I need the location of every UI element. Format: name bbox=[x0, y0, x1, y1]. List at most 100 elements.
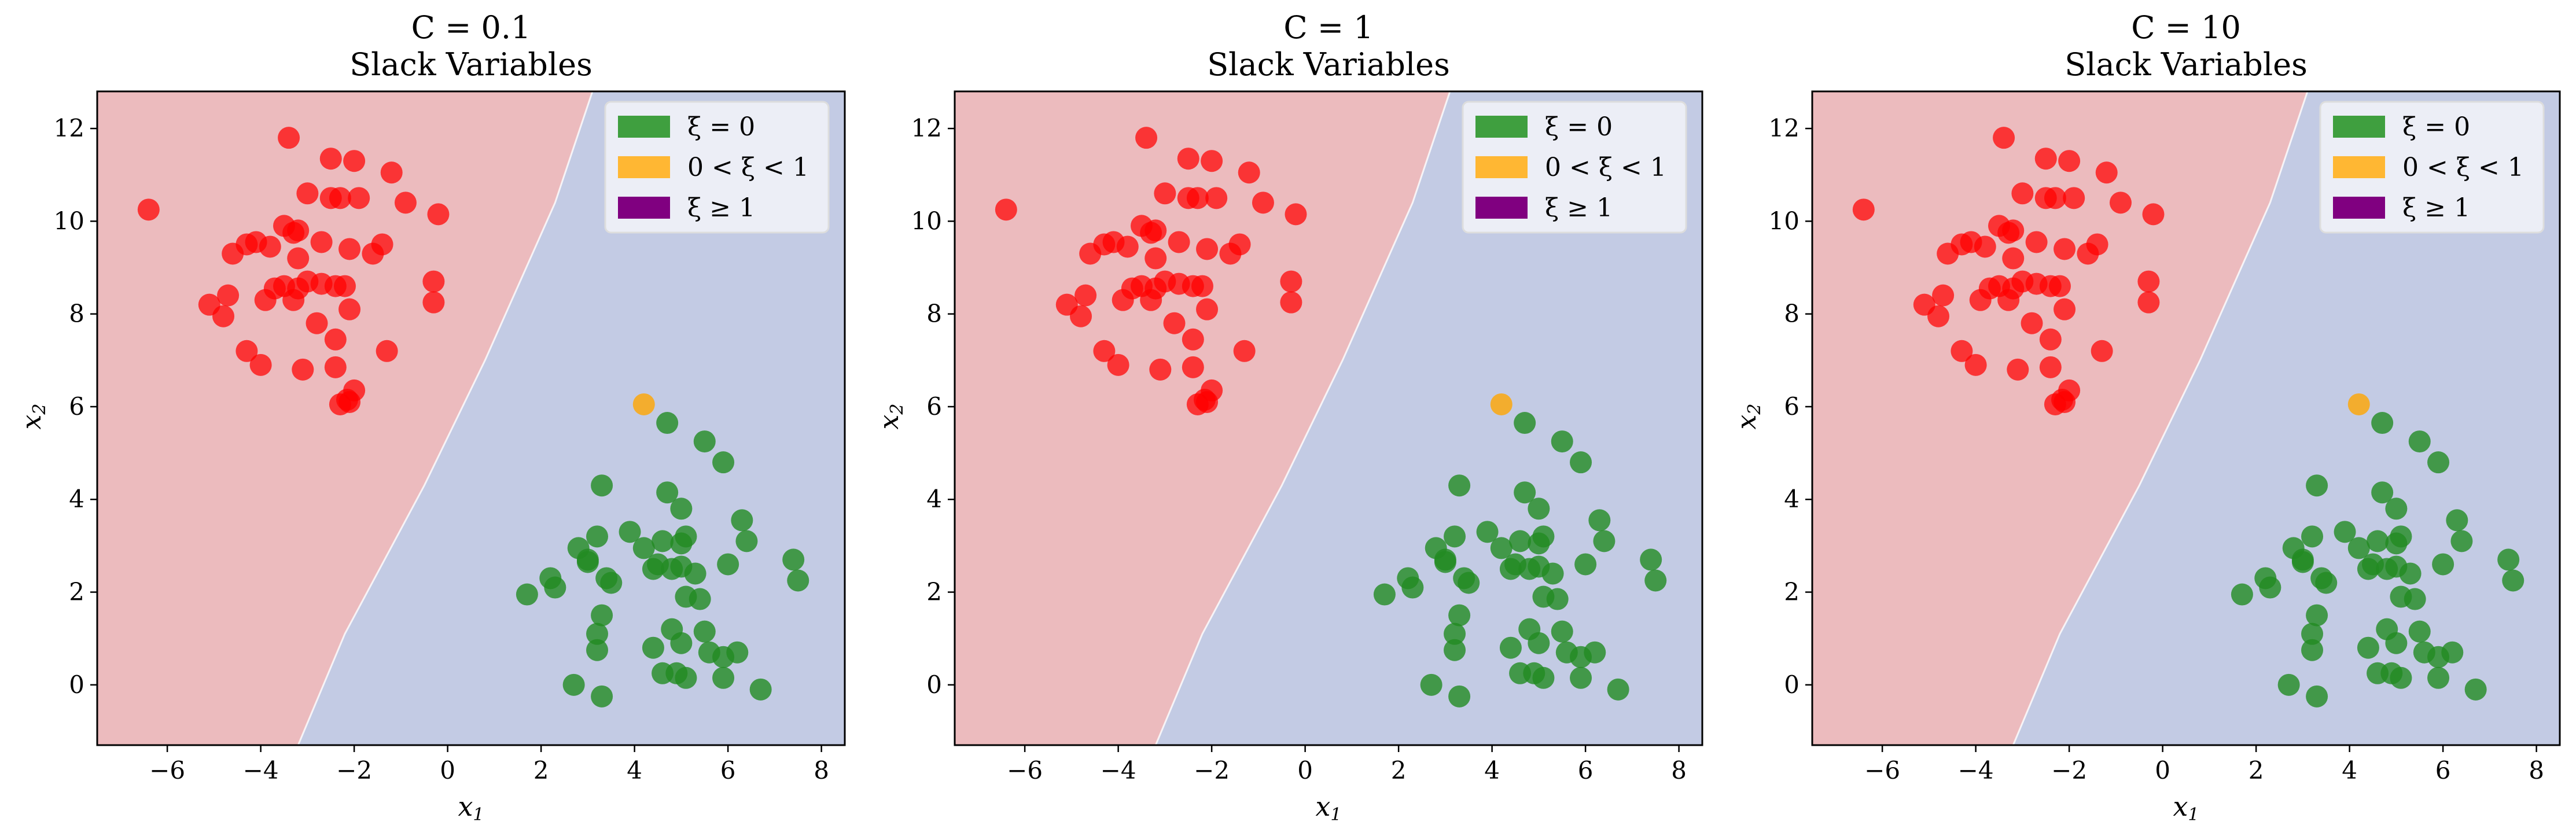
red-class-point bbox=[2048, 275, 2071, 297]
red-class-point bbox=[362, 242, 384, 265]
legend-label-slack-between: 0 < ξ < 1 bbox=[1545, 153, 1666, 182]
red-class-point bbox=[1964, 353, 1987, 376]
x-tick-label: 0 bbox=[1297, 756, 1313, 784]
plot-area bbox=[954, 90, 1703, 746]
slack-zero-point bbox=[712, 646, 735, 668]
red-class-point bbox=[1201, 150, 1223, 172]
y-tick-label: 8 bbox=[1784, 300, 1799, 328]
y-tick-label: 0 bbox=[69, 670, 84, 699]
red-class-point bbox=[1852, 198, 1875, 221]
slack-zero-point bbox=[1448, 685, 1471, 708]
y-tick-label: 4 bbox=[1784, 485, 1799, 513]
legend: ξ = 0 0 < ξ < 1 ξ ≥ 1 bbox=[1462, 101, 1687, 234]
slack-zero-point bbox=[2357, 636, 2379, 659]
red-class-point bbox=[2021, 312, 2043, 334]
y-tick-label: 12 bbox=[54, 114, 84, 142]
red-class-point bbox=[222, 242, 244, 265]
red-class-point bbox=[249, 353, 272, 376]
red-class-point bbox=[1196, 390, 1219, 413]
slack-zero-point bbox=[591, 685, 613, 708]
slack-zero-point bbox=[1528, 498, 1550, 520]
red-class-point bbox=[1285, 203, 1307, 226]
subplot-c-1: C = 1 Slack Variables −6 −4 −2 0 2 4 6 8 0 2 4 6 8 1… bbox=[873, 9, 1703, 825]
red-class-point bbox=[1932, 284, 1955, 307]
red-class-point bbox=[343, 150, 366, 172]
slack-zero-point bbox=[1640, 548, 1662, 571]
x-tick-label: 8 bbox=[814, 756, 829, 784]
slack-zero-point bbox=[2408, 620, 2431, 643]
x-tick-label: 8 bbox=[1671, 756, 1687, 784]
red-class-point bbox=[2007, 358, 2029, 381]
slack-zero-point bbox=[1551, 620, 1573, 643]
red-class-point bbox=[2039, 328, 2062, 351]
y-tick-label: 8 bbox=[926, 300, 942, 328]
slack-zero-point bbox=[2427, 451, 2450, 474]
red-class-point bbox=[1182, 356, 1204, 378]
red-class-point bbox=[1974, 235, 1996, 258]
red-class-point bbox=[394, 191, 417, 214]
red-class-point bbox=[427, 203, 450, 226]
slack-zero-point bbox=[642, 636, 664, 659]
slack-zero-point bbox=[2497, 548, 2520, 571]
slack-zero-point bbox=[2404, 588, 2426, 610]
red-class-point bbox=[2077, 242, 2099, 265]
slack-zero-point bbox=[2301, 525, 2324, 548]
red-class-point bbox=[1280, 291, 1302, 314]
slack-zero-point bbox=[2427, 666, 2450, 689]
subplot-c-0-1: C = 0.1 Slack Variables −6 −4 −2 0 2 4 6 8 0 2 4 6… bbox=[16, 9, 846, 825]
red-class-point bbox=[319, 148, 342, 170]
red-class-point bbox=[1238, 161, 1260, 184]
red-class-point bbox=[2142, 203, 2165, 226]
x-tick-label: 4 bbox=[2342, 756, 2357, 784]
legend-label-slack-between: 0 < ξ < 1 bbox=[2402, 153, 2524, 182]
red-class-point bbox=[1140, 289, 1162, 311]
slack-zero-point bbox=[2306, 685, 2328, 708]
slack-zero-point bbox=[591, 604, 613, 627]
slack-zero-point bbox=[712, 666, 735, 689]
red-class-point bbox=[995, 198, 1017, 221]
y-tick-label: 10 bbox=[54, 207, 84, 235]
legend-label-slack-zero: ξ = 0 bbox=[687, 112, 755, 142]
red-class-point bbox=[1149, 358, 1172, 381]
red-class-point bbox=[1154, 182, 1176, 205]
x-tick-label: −2 bbox=[336, 756, 372, 784]
red-class-point bbox=[1196, 298, 1219, 320]
x-tick-label: 8 bbox=[2529, 756, 2544, 784]
legend-swatch-slack-between bbox=[618, 156, 670, 178]
legend-label-slack-over: ξ ≥ 1 bbox=[687, 193, 755, 223]
x-tick-label: 4 bbox=[627, 756, 642, 784]
slack-zero-point bbox=[1588, 509, 1611, 532]
slack-zero-point bbox=[1444, 525, 1466, 548]
red-class-point bbox=[1070, 305, 1092, 327]
slack-zero-point bbox=[544, 576, 566, 599]
red-class-point bbox=[2044, 187, 2066, 209]
slack-zero-point bbox=[1401, 576, 1424, 599]
slack-zero-point bbox=[1373, 583, 1396, 606]
x-tick-label: 6 bbox=[1578, 756, 1594, 784]
legend-label-slack-over: ξ ≥ 1 bbox=[2402, 193, 2470, 223]
slack-zero-point bbox=[670, 532, 693, 555]
slack-zero-point bbox=[717, 553, 739, 576]
slack-zero-point bbox=[2450, 530, 2473, 552]
slack-zero-point bbox=[1551, 430, 1573, 453]
y-tick-label: 6 bbox=[1784, 392, 1799, 421]
slack-zero-point bbox=[1448, 474, 1471, 497]
decision-boundary bbox=[297, 91, 594, 746]
slack-zero-point bbox=[656, 412, 679, 434]
class-region-red bbox=[97, 91, 593, 745]
slack-zero-point bbox=[2385, 555, 2408, 578]
slack-zero-point bbox=[670, 498, 693, 520]
y-tick-label: 8 bbox=[69, 300, 84, 328]
slack-zero-point bbox=[2408, 430, 2431, 453]
slack-zero-point bbox=[2371, 412, 2394, 434]
plot-frame bbox=[1811, 90, 2561, 746]
slack-zero-point bbox=[693, 620, 716, 643]
slack-zero-point bbox=[1607, 678, 1629, 701]
plot-frame bbox=[954, 90, 1703, 746]
red-class-point bbox=[1196, 238, 1219, 260]
slack-zero-point bbox=[2385, 632, 2408, 654]
red-class-point bbox=[1937, 242, 1959, 265]
slack-zero-point bbox=[2306, 474, 2328, 497]
slack-zero-point bbox=[693, 430, 716, 453]
red-class-point bbox=[1074, 284, 1097, 307]
